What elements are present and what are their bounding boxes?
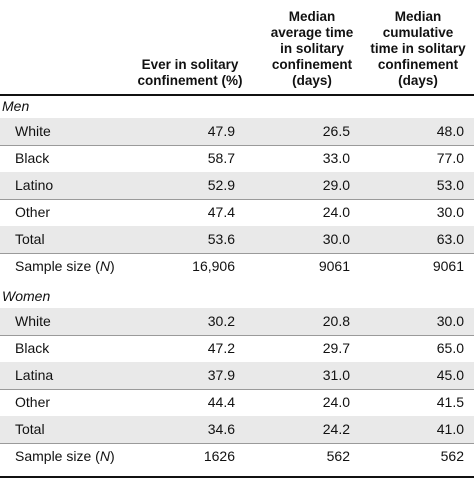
table-cell: 24.0: [322, 204, 350, 220]
table-cell: 33.0: [322, 150, 350, 166]
group-label-men: Men: [2, 98, 30, 114]
column-header-median-cumulative: Median cumulative time in solitary confi…: [370, 9, 466, 88]
table-cell: 63.0: [436, 231, 464, 247]
table-cell: 47.4: [207, 204, 235, 220]
table-cell: 44.4: [207, 394, 235, 410]
table-row: Total 53.6 30.0 63.0: [0, 226, 474, 253]
row-label: Black: [15, 340, 50, 356]
bottom-rule: [0, 476, 474, 478]
row-label: Other: [15, 204, 51, 220]
table-cell: 47.9: [207, 123, 235, 139]
table-cell: 31.0: [322, 367, 350, 383]
table-row: Latina 37.9 31.0 45.0: [0, 362, 474, 389]
row-label: Other: [15, 394, 51, 410]
table-cell: 24.2: [322, 421, 350, 437]
table-cell: 20.8: [322, 313, 350, 329]
table-row: Total 34.6 24.2 41.0: [0, 416, 474, 443]
table-cell: 30.0: [322, 231, 350, 247]
table-cell: 53.6: [207, 231, 235, 247]
row-label: Total: [15, 231, 45, 247]
row-separator: [0, 335, 474, 336]
table-row: Sample size (N) 1626 562 562: [0, 443, 474, 470]
table-cell: 30.2: [207, 313, 235, 329]
table-cell: 34.6: [207, 421, 235, 437]
table-cell: 37.9: [207, 367, 235, 383]
table-row: Other 47.4 24.0 30.0: [0, 199, 474, 226]
row-separator: [0, 199, 474, 200]
table-cell: 30.0: [436, 313, 464, 329]
row-label: Latino: [15, 177, 54, 193]
table-row: White 30.2 20.8 30.0: [0, 308, 474, 335]
table-row: Sample size (N) 16,906 9061 9061: [0, 253, 474, 280]
table-row: White 47.9 26.5 48.0: [0, 118, 474, 145]
table-cell: 30.0: [436, 204, 464, 220]
row-label: Sample size (N): [15, 448, 115, 464]
table-cell: 26.5: [322, 123, 350, 139]
header-rule: [0, 94, 474, 96]
table-cell: 45.0: [436, 367, 464, 383]
table-cell: 562: [440, 448, 464, 464]
row-label: Black: [15, 150, 50, 166]
row-label: White: [15, 123, 51, 139]
table-cell: 29.7: [322, 340, 350, 356]
column-header-median-average: Median average time in solitary confinem…: [270, 9, 354, 88]
group-label-women: Women: [2, 288, 51, 304]
table-row: Black 58.7 33.0 77.0: [0, 145, 474, 172]
table-cell: 52.9: [207, 177, 235, 193]
table-cell: 65.0: [436, 340, 464, 356]
table-cell: 58.7: [207, 150, 235, 166]
table-cell: 562: [326, 448, 350, 464]
table-cell: 9061: [432, 258, 464, 274]
row-separator: [0, 389, 474, 390]
row-label: Latina: [15, 367, 54, 383]
row-label: White: [15, 313, 51, 329]
table-row: Black 47.2 29.7 65.0: [0, 335, 474, 362]
table-cell: 9061: [318, 258, 350, 274]
table-cell: 16,906: [192, 258, 235, 274]
row-label: Sample size (N): [15, 258, 115, 274]
row-separator: [0, 443, 474, 444]
table-cell: 29.0: [322, 177, 350, 193]
table-cell: 53.0: [436, 177, 464, 193]
table-cell: 48.0: [436, 123, 464, 139]
row-separator: [0, 145, 474, 146]
table-cell: 24.0: [322, 394, 350, 410]
table-cell: 1626: [203, 448, 235, 464]
table-cell: 77.0: [436, 150, 464, 166]
table-cell: 41.5: [436, 394, 464, 410]
table-cell: 47.2: [207, 340, 235, 356]
column-header-ever-solitary: Ever in solitary confinement (%): [137, 57, 243, 88]
table-row: Other 44.4 24.0 41.5: [0, 389, 474, 416]
table-row: Latino 52.9 29.0 53.0: [0, 172, 474, 199]
row-label: Total: [15, 421, 45, 437]
row-separator: [0, 253, 474, 254]
table-cell: 41.0: [436, 421, 464, 437]
table-header: Ever in solitary confinement (%) Median …: [0, 0, 474, 92]
